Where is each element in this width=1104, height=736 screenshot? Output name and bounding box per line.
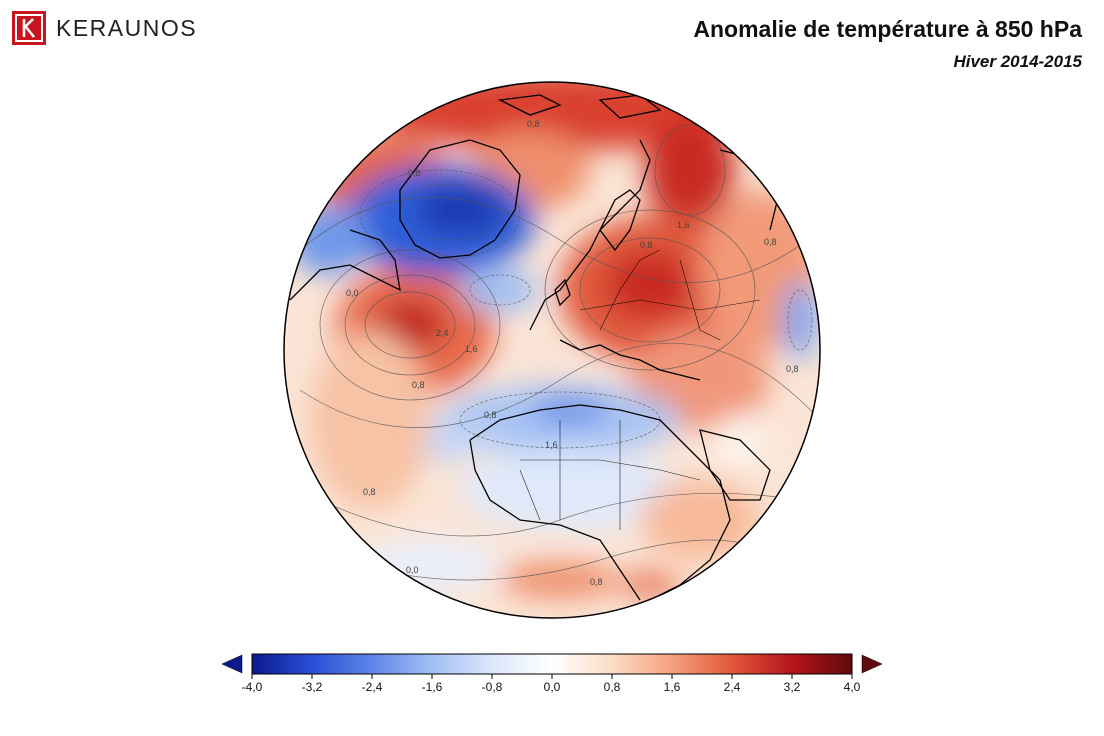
colorbar-tick-label: -1,6: [421, 680, 443, 694]
contour-label: 1,6: [465, 344, 478, 354]
colorbar-tick-label: -0,8: [481, 680, 503, 694]
colorbar-tick-label: -4,0: [241, 680, 263, 694]
contour-label: 2,4: [436, 328, 449, 338]
colorbar-tick-label: 0,8: [603, 680, 621, 694]
colorbar-tick-label: -2,4: [361, 680, 383, 694]
contour-label: 0,8: [484, 410, 497, 420]
map-subtitle: Hiver 2014-2015: [953, 52, 1082, 71]
contour-label: 1,6: [545, 440, 558, 450]
map-title: Anomalie de température à 850 hPa: [693, 16, 1082, 42]
keraunos-logo: KERAUNOS: [12, 10, 197, 46]
colorbar-tick-label: 3,2: [783, 680, 801, 694]
colorbar-tick-label: 2,4: [723, 680, 741, 694]
brand-name: KERAUNOS: [56, 14, 198, 41]
keraunos-logo-icon: [12, 11, 46, 45]
colorbar-tick-label: 1,6: [663, 680, 681, 694]
contour-label: 0,8: [764, 237, 777, 247]
contour-label: 0,0: [406, 565, 419, 575]
contour-label: 0,0: [346, 288, 359, 298]
contour-label: 1,6: [677, 220, 690, 230]
contour-label: 0,8: [412, 380, 425, 390]
contour-label: 0,8: [786, 364, 799, 374]
contour-label: 0,8: [640, 240, 653, 250]
contour-label: 0,8: [363, 487, 376, 497]
contour-label: 0,8: [408, 168, 421, 178]
contour-label: 0,8: [590, 577, 603, 587]
colorbar-tick-label: -3,2: [301, 680, 323, 694]
colorbar-tick-label: 0,0: [543, 680, 561, 694]
contour-label: 0,8: [527, 119, 540, 129]
colorbar-tick-label: 4,0: [843, 680, 861, 694]
